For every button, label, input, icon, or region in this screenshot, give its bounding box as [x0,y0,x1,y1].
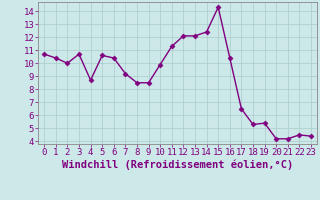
X-axis label: Windchill (Refroidissement éolien,°C): Windchill (Refroidissement éolien,°C) [62,160,293,170]
